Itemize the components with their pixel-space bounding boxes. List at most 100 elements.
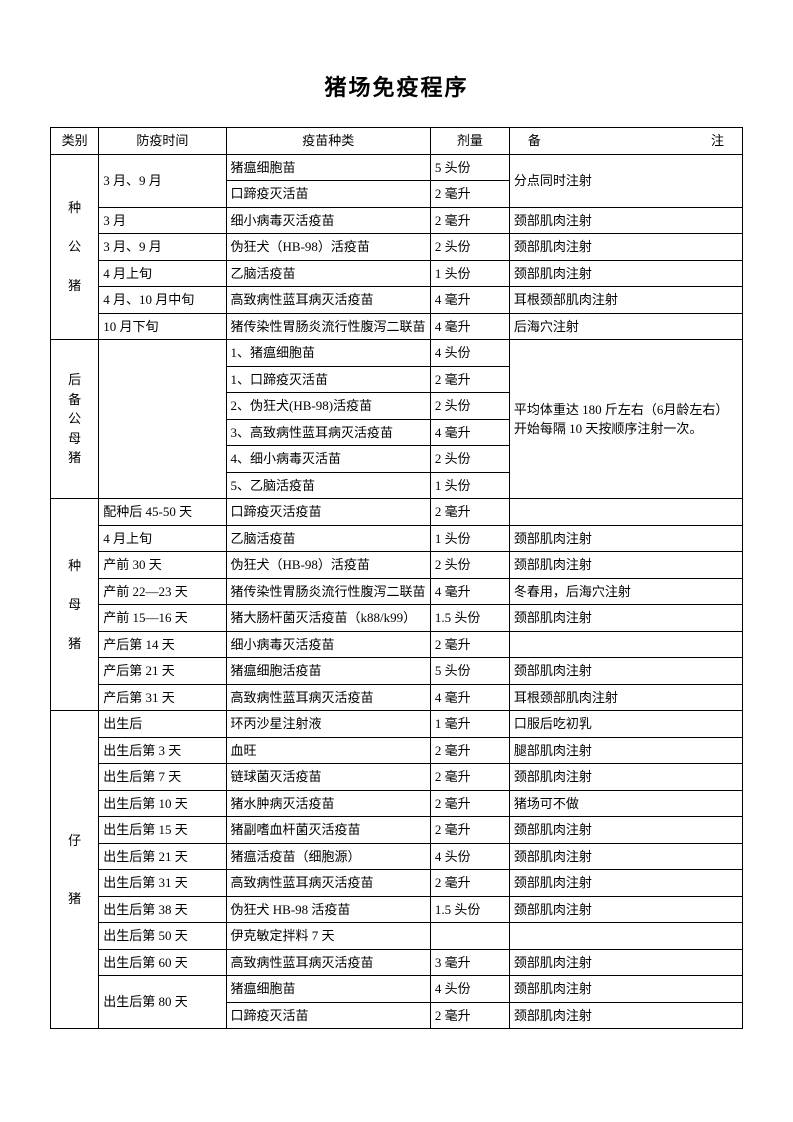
header-note: 备 注 [509, 128, 742, 155]
table-row: 出生后第 10 天 猪水肿病灭活疫苗 2 毫升 猪场可不做 [51, 790, 743, 817]
category-cell: 后备公母猪 [51, 340, 99, 499]
vaccine-cell: 伪狂犬（HB-98）活疫苗 [226, 234, 430, 261]
table-row: 出生后第 50 天 伊克敏定拌料 7 天 [51, 923, 743, 950]
vaccine-cell: 猪水肿病灭活疫苗 [226, 790, 430, 817]
time-cell: 出生后第 15 天 [99, 817, 226, 844]
time-cell: 配种后 45-50 天 [99, 499, 226, 526]
note-cell: 颈部肌肉注射 [509, 605, 742, 632]
time-cell: 出生后第 3 天 [99, 737, 226, 764]
time-cell: 出生后第 60 天 [99, 949, 226, 976]
table-row: 3 月、9 月 伪狂犬（HB-98）活疫苗 2 头份 颈部肌肉注射 [51, 234, 743, 261]
table-row: 出生后第 21 天 猪瘟活疫苗（细胞源） 4 头份 颈部肌肉注射 [51, 843, 743, 870]
dose-cell: 2 头份 [430, 393, 509, 420]
time-cell: 产前 30 天 [99, 552, 226, 579]
note-cell: 颈部肌肉注射 [509, 976, 742, 1003]
vaccine-cell: 口蹄疫灭活苗 [226, 181, 430, 208]
dose-cell: 1 头份 [430, 472, 509, 499]
dose-cell: 1.5 头份 [430, 896, 509, 923]
vaccine-cell: 高致病性蓝耳病灭活疫苗 [226, 287, 430, 314]
vaccine-cell: 链球菌灭活疫苗 [226, 764, 430, 791]
table-row: 产后第 14 天 细小病毒灭活疫苗 2 毫升 [51, 631, 743, 658]
time-cell: 产前 15—16 天 [99, 605, 226, 632]
dose-cell: 2 毫升 [430, 207, 509, 234]
vaccine-cell: 血旺 [226, 737, 430, 764]
vaccine-cell: 高致病性蓝耳病灭活疫苗 [226, 684, 430, 711]
note-cell: 分点同时注射 [509, 154, 742, 207]
time-cell: 产后第 31 天 [99, 684, 226, 711]
vaccine-cell: 5、乙脑活疫苗 [226, 472, 430, 499]
vaccine-cell: 猪瘟活疫苗（细胞源） [226, 843, 430, 870]
dose-cell: 2 毫升 [430, 366, 509, 393]
vaccine-cell: 猪瘟细胞苗 [226, 154, 430, 181]
vaccine-cell: 猪瘟细胞活疫苗 [226, 658, 430, 685]
note-cell: 颈部肌肉注射 [509, 949, 742, 976]
time-cell: 4 月、10 月中旬 [99, 287, 226, 314]
table-row: 产后第 31 天 高致病性蓝耳病灭活疫苗 4 毫升 耳根颈部肌肉注射 [51, 684, 743, 711]
dose-cell: 2 毫升 [430, 790, 509, 817]
time-cell: 出生后第 50 天 [99, 923, 226, 950]
table-row: 出生后第 15 天 猪副嗜血杆菌灭活疫苗 2 毫升 颈部肌肉注射 [51, 817, 743, 844]
vaccine-cell: 1、猪瘟细胞苗 [226, 340, 430, 367]
vaccine-cell: 2、伪狂犬(HB-98)活疫苗 [226, 393, 430, 420]
dose-cell: 2 头份 [430, 446, 509, 473]
note-cell: 耳根颈部肌肉注射 [509, 287, 742, 314]
time-cell: 出生后第 21 天 [99, 843, 226, 870]
table-row: 产前 15—16 天 猪大肠杆菌灭活疫苗（k88/k99） 1.5 头份 颈部肌… [51, 605, 743, 632]
table-row: 3 月 细小病毒灭活疫苗 2 毫升 颈部肌肉注射 [51, 207, 743, 234]
note-cell: 冬春用，后海穴注射 [509, 578, 742, 605]
dose-cell: 5 头份 [430, 658, 509, 685]
vaccine-cell: 4、细小病毒灭活苗 [226, 446, 430, 473]
time-cell: 出生后 [99, 711, 226, 738]
time-cell: 出生后第 31 天 [99, 870, 226, 897]
note-cell: 颈部肌肉注射 [509, 525, 742, 552]
time-cell [99, 340, 226, 499]
dose-cell: 4 毫升 [430, 313, 509, 340]
vaccine-cell: 伪狂犬 HB-98 活疫苗 [226, 896, 430, 923]
note-cell: 口服后吃初乳 [509, 711, 742, 738]
time-cell: 出生后第 38 天 [99, 896, 226, 923]
dose-cell: 1 头份 [430, 260, 509, 287]
dose-cell: 2 毫升 [430, 870, 509, 897]
table-row: 出生后第 7 天 链球菌灭活疫苗 2 毫升 颈部肌肉注射 [51, 764, 743, 791]
vaccine-cell: 高致病性蓝耳病灭活疫苗 [226, 949, 430, 976]
note-cell: 颈部肌肉注射 [509, 843, 742, 870]
time-cell: 4 月上旬 [99, 260, 226, 287]
vaccine-cell: 猪传染性胃肠炎流行性腹泻二联苗 [226, 313, 430, 340]
dose-cell: 4 毫升 [430, 578, 509, 605]
vaccine-cell: 口蹄疫灭活疫苗 [226, 499, 430, 526]
table-row: 产前 22—23 天 猪传染性胃肠炎流行性腹泻二联苗 4 毫升 冬春用，后海穴注… [51, 578, 743, 605]
table-row: 4 月上旬 乙脑活疫苗 1 头份 颈部肌肉注射 [51, 525, 743, 552]
dose-cell: 2 毫升 [430, 1002, 509, 1029]
vaccine-cell: 高致病性蓝耳病灭活疫苗 [226, 870, 430, 897]
vaccine-cell: 1、口蹄疫灭活苗 [226, 366, 430, 393]
table-row: 种母猪 配种后 45-50 天 口蹄疫灭活疫苗 2 毫升 [51, 499, 743, 526]
table-row: 仔猪 出生后 环丙沙星注射液 1 毫升 口服后吃初乳 [51, 711, 743, 738]
dose-cell: 3 毫升 [430, 949, 509, 976]
dose-cell: 2 毫升 [430, 737, 509, 764]
note-cell: 颈部肌肉注射 [509, 658, 742, 685]
vaccine-cell: 猪传染性胃肠炎流行性腹泻二联苗 [226, 578, 430, 605]
vaccine-cell: 猪副嗜血杆菌灭活疫苗 [226, 817, 430, 844]
table-row: 出生后第 60 天 高致病性蓝耳病灭活疫苗 3 毫升 颈部肌肉注射 [51, 949, 743, 976]
table-row: 出生后第 31 天 高致病性蓝耳病灭活疫苗 2 毫升 颈部肌肉注射 [51, 870, 743, 897]
note-cell: 颈部肌肉注射 [509, 1002, 742, 1029]
table-row: 4 月、10 月中旬 高致病性蓝耳病灭活疫苗 4 毫升 耳根颈部肌肉注射 [51, 287, 743, 314]
time-cell: 产前 22—23 天 [99, 578, 226, 605]
dose-cell: 2 毫升 [430, 499, 509, 526]
note-cell: 颈部肌肉注射 [509, 817, 742, 844]
dose-cell: 4 头份 [430, 843, 509, 870]
immunization-table: 类别 防疫时间 疫苗种类 剂量 备 注 种公猪 3 月、9 月 猪瘟细胞苗 5 … [50, 127, 743, 1029]
category-cell: 种母猪 [51, 499, 99, 711]
vaccine-cell: 伊克敏定拌料 7 天 [226, 923, 430, 950]
dose-cell: 2 毫升 [430, 181, 509, 208]
note-cell: 颈部肌肉注射 [509, 764, 742, 791]
note-cell: 颈部肌肉注射 [509, 870, 742, 897]
time-cell: 出生后第 7 天 [99, 764, 226, 791]
time-cell: 产后第 14 天 [99, 631, 226, 658]
vaccine-cell: 3、高致病性蓝耳病灭活疫苗 [226, 419, 430, 446]
vaccine-cell: 细小病毒灭活疫苗 [226, 207, 430, 234]
time-cell: 产后第 21 天 [99, 658, 226, 685]
table-row: 出生后第 3 天 血旺 2 毫升 腿部肌肉注射 [51, 737, 743, 764]
vaccine-cell: 口蹄疫灭活苗 [226, 1002, 430, 1029]
time-cell: 出生后第 80 天 [99, 976, 226, 1029]
